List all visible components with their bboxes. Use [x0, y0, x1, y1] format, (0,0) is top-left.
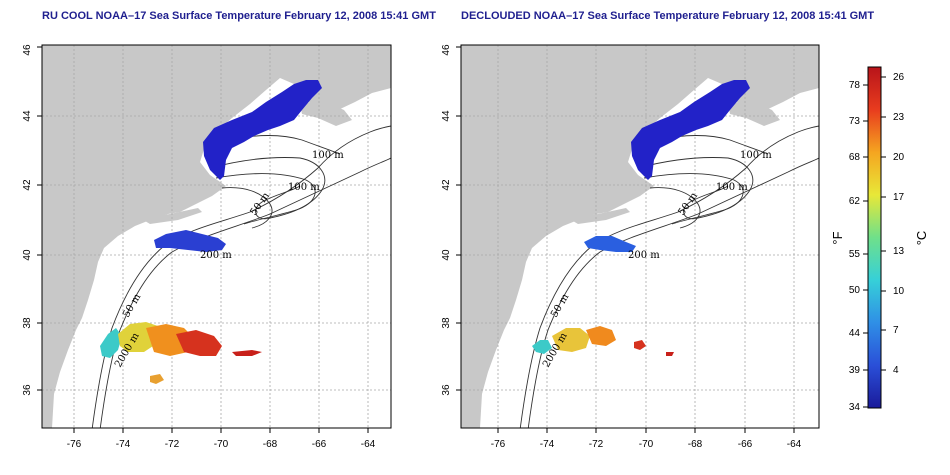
- y-tick-label: 38: [22, 317, 33, 329]
- y-tick-label: 40: [22, 249, 33, 261]
- y-tick-label: 40: [441, 249, 452, 261]
- x-tick-label: -76: [491, 439, 506, 450]
- sst-patch-gulfstream-red: [634, 340, 646, 350]
- fahrenheit-tick-label: 68: [849, 152, 861, 163]
- y-axis-ticks: [37, 46, 42, 391]
- y-tick-label: 42: [22, 179, 33, 191]
- sst-patch-slope-cyan: [532, 340, 552, 354]
- sst-patch-gulf-of-maine: [631, 80, 750, 180]
- land-mass: [42, 45, 391, 428]
- x-axis-labels: -76 -74 -72 -70 -68 -66 -64: [491, 439, 802, 450]
- x-tick-label: -70: [639, 439, 654, 450]
- sst-patch-gulfstream-tail: [232, 350, 262, 356]
- sst-patch-gulfstream-orange: [586, 326, 616, 346]
- y-axis-labels: 36 38 40 42 44 46: [441, 44, 452, 396]
- map-frame: [41, 44, 392, 429]
- contour-label-100m-a: 100 m: [740, 150, 772, 161]
- y-axis-ticks: [456, 46, 461, 391]
- x-axis-ticks: [497, 428, 795, 433]
- fahrenheit-tick-label: 55: [849, 249, 861, 260]
- y-tick-label: 46: [441, 44, 452, 56]
- celsius-tick-label: 26: [893, 72, 905, 83]
- fahrenheit-unit-label: °F: [830, 231, 845, 244]
- map-panel-left: 100 m 100 m 50 m 200 m 50 m 2000 m -76 -…: [22, 44, 392, 450]
- x-tick-label: -68: [263, 439, 278, 450]
- x-tick-label: -72: [165, 439, 180, 450]
- celsius-tick-label: 4: [893, 365, 899, 376]
- x-tick-label: -74: [540, 439, 555, 450]
- sst-patches: [100, 80, 322, 384]
- y-tick-label: 38: [441, 317, 452, 329]
- y-tick-label: 46: [22, 44, 33, 56]
- y-tick-label: 42: [441, 179, 452, 191]
- fahrenheit-tick-label: 62: [849, 196, 861, 207]
- x-axis-ticks: [73, 428, 369, 433]
- sst-patch-slope-cyan: [100, 328, 122, 358]
- fahrenheit-tick-label: 73: [849, 116, 861, 127]
- sst-patch-georges: [584, 236, 636, 252]
- contour-label-100m-a: 100 m: [312, 150, 344, 161]
- x-tick-label: -74: [116, 439, 131, 450]
- map-frame: [460, 44, 820, 429]
- sst-patches: [532, 80, 750, 356]
- y-tick-label: 44: [441, 110, 452, 122]
- x-tick-label: -64: [361, 439, 376, 450]
- sst-patch-gulfstream-yellow: [552, 328, 590, 352]
- x-tick-label: -64: [787, 439, 802, 450]
- celsius-ticks: 26 23 20 17 13 10 7 4: [881, 72, 905, 376]
- celsius-tick-label: 23: [893, 112, 905, 123]
- fahrenheit-tick-label: 78: [849, 80, 861, 91]
- sst-patch-gulf-of-maine: [203, 80, 322, 180]
- x-tick-label: -70: [214, 439, 229, 450]
- sst-patch-georges: [154, 230, 226, 252]
- panel-title-right: DECLOUDED NOAA–17 Sea Surface Temperatur…: [461, 10, 875, 22]
- fahrenheit-ticks: 78 73 68 62 55 50 44 39 34: [849, 80, 868, 413]
- sst-patch-gulfstream-orange: [146, 324, 194, 356]
- y-tick-label: 44: [22, 110, 33, 122]
- celsius-tick-label: 20: [893, 152, 905, 163]
- celsius-tick-label: 17: [893, 192, 905, 203]
- contour-label-100m-b: 100 m: [716, 182, 748, 193]
- y-tick-label: 36: [441, 384, 452, 396]
- celsius-tick-label: 7: [893, 325, 899, 336]
- celsius-unit-label: °C: [914, 231, 929, 246]
- sst-patch-gulfstream-tail: [666, 352, 674, 356]
- panel-title-left: RU COOL NOAA–17 Sea Surface Temperature …: [42, 10, 436, 22]
- land-mass: [461, 45, 819, 428]
- fahrenheit-tick-label: 44: [849, 328, 861, 339]
- x-axis-labels: -76 -74 -72 -70 -68 -66 -64: [67, 439, 376, 450]
- celsius-tick-label: 13: [893, 246, 905, 257]
- y-axis-labels: 36 38 40 42 44 46: [22, 44, 33, 396]
- colorbar: °F °C 78 73 68 62 55 50 44 39 34: [830, 66, 929, 413]
- x-tick-label: -72: [589, 439, 604, 450]
- map-panel-right: 100 m 100 m 50 m 200 m 50 m 2000 m -76 -…: [441, 44, 820, 450]
- sst-patch-south: [150, 374, 164, 384]
- y-tick-label: 36: [22, 384, 33, 396]
- x-tick-label: -66: [312, 439, 327, 450]
- fahrenheit-tick-label: 50: [849, 285, 861, 296]
- contour-label-200m: 200 m: [628, 250, 660, 261]
- x-tick-label: -68: [688, 439, 703, 450]
- fahrenheit-tick-label: 39: [849, 365, 861, 376]
- x-tick-label: -76: [67, 439, 82, 450]
- contour-label-200m: 200 m: [200, 250, 232, 261]
- celsius-tick-label: 10: [893, 286, 905, 297]
- fahrenheit-tick-label: 34: [849, 402, 861, 413]
- sst-patch-gulfstream-red: [176, 330, 222, 356]
- contour-label-100m-b: 100 m: [288, 182, 320, 193]
- colorbar-scale: [867, 66, 882, 409]
- x-tick-label: -66: [738, 439, 753, 450]
